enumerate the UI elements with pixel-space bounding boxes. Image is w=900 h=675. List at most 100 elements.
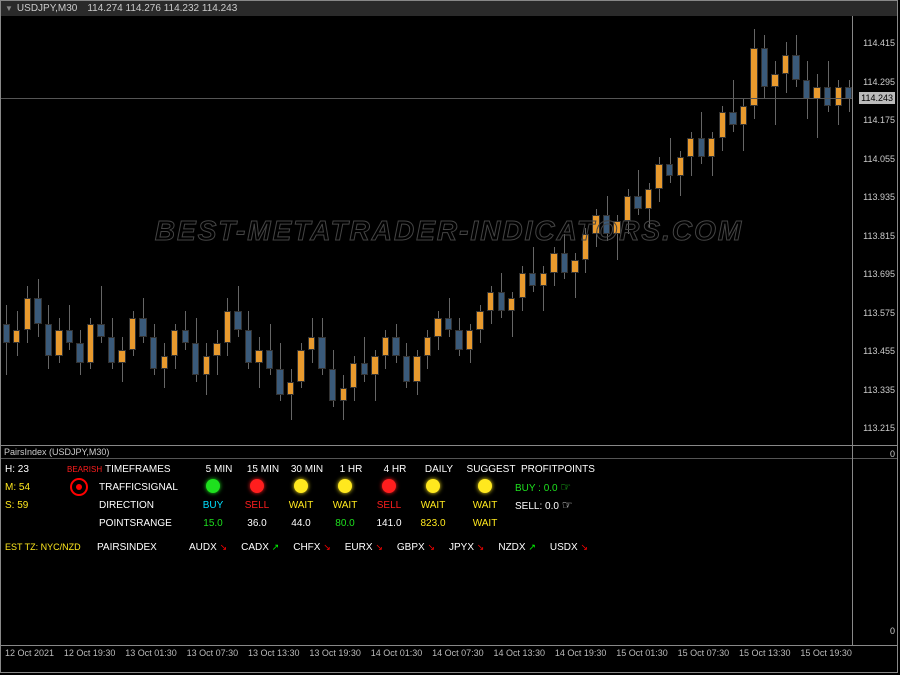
buy-value: 0.0 (544, 483, 558, 494)
indicator-y-axis: 0 0 (852, 446, 897, 645)
chart-ohlc: 114.274 114.276 114.232 114.243 (87, 3, 237, 14)
traffic-signal-icon (426, 479, 440, 493)
trafficsignal-header: TRAFFICSIGNAL (99, 482, 189, 493)
time-tick: 12 Oct 19:30 (64, 648, 116, 662)
pairsindex-row: EST TZ: NYC/NZD PAIRSINDEX AUDX ↘ CADX ↗ C… (5, 538, 847, 556)
sell-label: SELL: (515, 501, 542, 512)
suggest-direction: WAIT (457, 500, 513, 511)
pair-cell: JPYX ↘ (449, 542, 484, 553)
price-tick: 114.243 (859, 92, 895, 104)
time-tick: 14 Oct 01:30 (371, 648, 423, 662)
direction-row: S: 59 DIRECTION BUYSELLWAITWAITSELLWAIT … (5, 496, 847, 514)
direction-cell: BUY (191, 500, 235, 511)
time-tick: 15 Oct 19:30 (800, 648, 852, 662)
time-tick: 15 Oct 01:30 (616, 648, 668, 662)
dropdown-icon[interactable]: ▼ (5, 4, 13, 13)
chart-symbol: USDJPY,M30 (17, 3, 77, 14)
price-tick: 113.815 (863, 231, 895, 241)
time-tick: 14 Oct 07:30 (432, 648, 484, 662)
traffic-signal-icon (338, 479, 352, 493)
minutes-label: M: 54 (5, 482, 59, 493)
pair-cell: GBPX ↘ (397, 542, 435, 553)
arrow-down-icon: ↘ (375, 542, 383, 552)
points-cell: 823.0 (411, 518, 455, 529)
price-tick: 113.215 (863, 423, 895, 433)
arrow-down-icon: ↘ (220, 542, 228, 552)
direction-cell: WAIT (411, 500, 455, 511)
buy-label: BUY : (515, 483, 541, 494)
chart-window: ▼ USDJPY,M30 114.274 114.276 114.232 114… (0, 0, 898, 673)
points-cell: 44.0 (279, 518, 323, 529)
est-tz-label: EST TZ: NYC/NZD (5, 542, 95, 552)
price-tick: 113.935 (863, 192, 895, 202)
time-tick: 15 Oct 13:30 (739, 648, 791, 662)
timeframes-row: H: 23 BEARISH TIMEFRAMES 5 MIN15 MIN30 M… (5, 460, 847, 478)
timeframe-col: DAILY (417, 464, 461, 475)
indicator-content: H: 23 BEARISH TIMEFRAMES 5 MIN15 MIN30 M… (5, 460, 847, 556)
direction-cell: SELL (367, 500, 411, 511)
price-tick: 113.335 (863, 385, 895, 395)
pair-cell: CADX ↗ (241, 542, 279, 553)
timeframe-col: 15 MIN (241, 464, 285, 475)
price-tick: 114.055 (863, 154, 895, 164)
direction-cell: WAIT (279, 500, 323, 511)
titlebar: ▼ USDJPY,M30 114.274 114.276 114.232 114… (1, 1, 897, 16)
direction-cell: WAIT (323, 500, 367, 511)
price-tick: 114.415 (863, 38, 895, 48)
points-cell: 80.0 (323, 518, 367, 529)
pair-cell: CHFX ↘ (293, 542, 331, 553)
candlestick-canvas (1, 16, 852, 445)
timeframe-col: 1 HR (329, 464, 373, 475)
trafficsignal-row: M: 54 TRAFFICSIGNAL BUY : 0.0 ☞ (5, 478, 847, 496)
time-tick: 13 Oct 13:30 (248, 648, 300, 662)
time-tick: 14 Oct 19:30 (555, 648, 607, 662)
suggest-header: SUGGEST (463, 464, 519, 475)
indicator-panel[interactable]: PairsIndex (USDJPY,M30) 0 0 H: 23 BEARIS… (1, 446, 897, 646)
price-tick: 113.455 (863, 346, 895, 356)
arrow-up-icon: ↗ (272, 542, 280, 552)
arrow-down-icon: ↘ (427, 542, 435, 552)
pair-cell: AUDX ↘ (189, 542, 227, 553)
traffic-signal-icon (206, 479, 220, 493)
time-tick: 13 Oct 01:30 (125, 648, 177, 662)
points-cell: 141.0 (367, 518, 411, 529)
indicator-title: PairsIndex (USDJPY,M30) (1, 446, 897, 459)
indicator-y-tick: 0 (890, 626, 895, 636)
arrow-up-icon: ↗ (528, 542, 536, 552)
points-cell: 36.0 (235, 518, 279, 529)
time-tick: 15 Oct 07:30 (678, 648, 730, 662)
pointsrange-header: POINTSRANGE (99, 518, 189, 529)
arrow-down-icon: ↘ (580, 542, 588, 552)
timeframes-header: TIMEFRAMES (105, 464, 195, 475)
hours-label: H: 23 (5, 464, 59, 475)
pointsrange-row: POINTSRANGE 15.036.044.080.0141.0823.0 W… (5, 514, 847, 532)
price-tick: 113.575 (863, 308, 895, 318)
arrow-down-icon: ↘ (323, 542, 331, 552)
pair-cell: EURX ↘ (345, 542, 383, 553)
timeframe-col: 5 MIN (197, 464, 241, 475)
hand-right-icon: ☞ (562, 498, 573, 512)
time-tick: 12 Oct 2021 (5, 648, 54, 662)
pairsindex-header: PAIRSINDEX (97, 542, 187, 553)
price-tick: 114.295 (863, 77, 895, 87)
arrow-down-icon: ↘ (477, 542, 485, 552)
points-cell: 15.0 (191, 518, 235, 529)
price-axis: 114.415114.295114.243114.175114.055113.9… (852, 16, 897, 445)
traffic-signal-icon (382, 479, 396, 493)
direction-header: DIRECTION (99, 500, 189, 511)
timeframe-col: 4 HR (373, 464, 417, 475)
seconds-label: S: 59 (5, 500, 59, 511)
bearish-label: BEARISH (67, 465, 103, 474)
time-axis: 12 Oct 2021 12 Oct 19:30 13 Oct 01:30 13 Oc… (1, 646, 897, 662)
current-price-line (1, 98, 852, 99)
target-icon (70, 478, 88, 496)
pair-cell: NZDX ↗ (498, 542, 536, 553)
traffic-signal-icon (294, 479, 308, 493)
price-tick: 113.695 (863, 269, 895, 279)
direction-cell: SELL (235, 500, 279, 511)
traffic-signal-icon (250, 479, 264, 493)
time-tick: 13 Oct 19:30 (309, 648, 361, 662)
chart-area[interactable]: 114.415114.295114.243114.175114.055113.9… (1, 16, 897, 446)
sell-value: 0.0 (545, 501, 559, 512)
indicator-y-tick: 0 (890, 449, 895, 459)
